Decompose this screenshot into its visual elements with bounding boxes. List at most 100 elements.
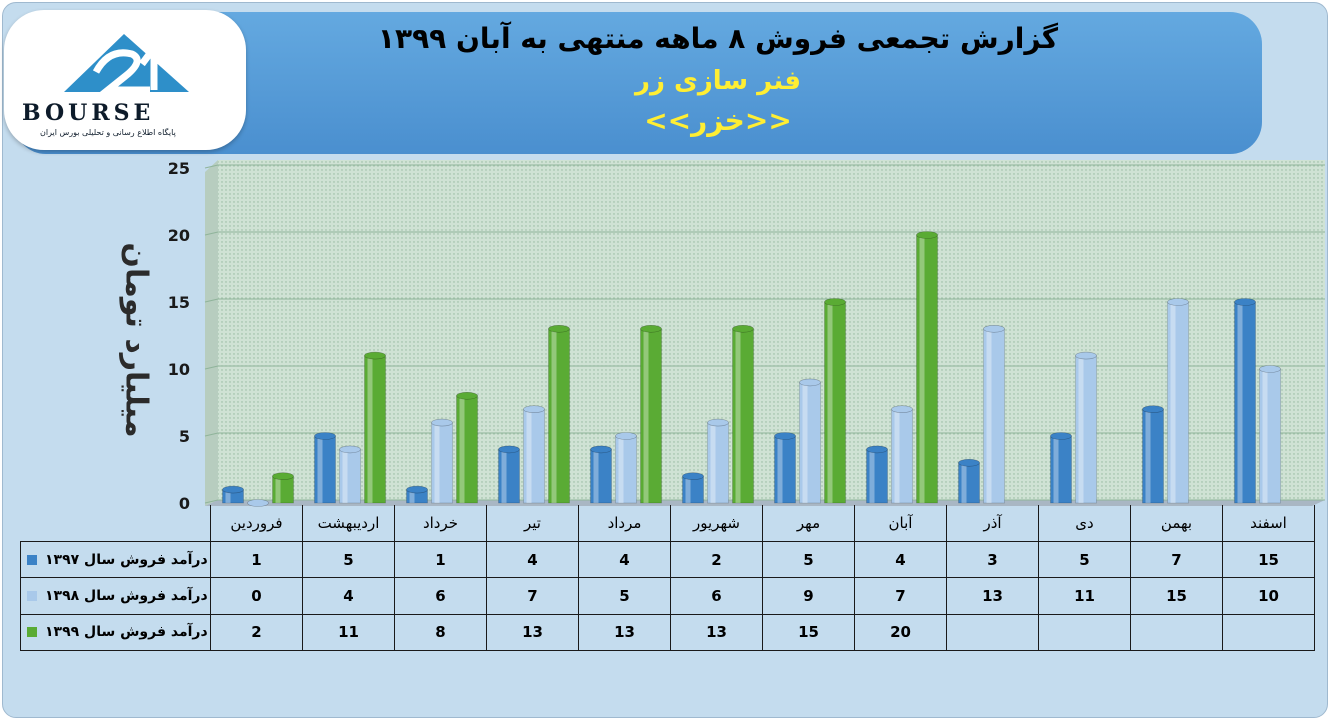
bar-highlight [1078,355,1084,503]
data-cell: 11 [1038,577,1131,615]
legend-key-icon [27,627,37,638]
grid-line-side [204,365,219,370]
bar-highlight [317,436,323,503]
legend-label: درآمد فروش سال ۱۳۹۸ [45,587,208,604]
bar-1-8 [866,445,888,504]
plot-back-wall [218,160,1325,500]
y-tick-label: 15 [168,293,190,312]
bar-1-4 [498,445,520,504]
bar-highlight [593,449,599,503]
data-cell: 4 [302,577,395,615]
data-cell: 10 [1222,577,1315,615]
bar-2-2 [339,445,361,504]
data-cell: 7 [486,577,579,615]
data-cell: 7 [1130,540,1223,579]
bar-cap [682,472,704,481]
data-cell: 11 [302,613,395,652]
month-label: بهمن [1130,505,1223,542]
bar-1-12 [1234,298,1256,504]
bar-cap [456,391,478,400]
bourse-logo: BOURSE پایگاه اطلاع رسانی و تحلیلی بورس … [4,10,246,150]
table-header-row: فروردین اردیبهشت خرداد تیر مرداد شهریور مهر آبا… [21,505,1315,542]
data-cell: 15 [762,613,855,652]
data-cell: 1 [394,540,487,579]
bar-cap [774,432,796,440]
y-tick-label: 25 [168,159,190,178]
bar-cap [891,405,913,414]
bar-highlight [225,489,231,503]
bar-highlight [409,489,415,503]
bar-3-1 [272,472,294,504]
logo-mark-icon [64,34,189,94]
bar-highlight [827,302,833,503]
bar-1-10 [1050,432,1072,504]
company-name: فنر سازی زر [635,66,801,96]
month-label: دی [1038,505,1131,542]
logo-wordmark: BOURSE [22,100,155,126]
bar-cap [824,298,846,306]
bar-1-1 [222,485,244,504]
bar-2-12 [1259,365,1281,504]
ticker-symbol: <<خزر>> [644,104,792,137]
bar-highlight [685,476,691,503]
data-cell [1038,613,1131,652]
data-cell: 4 [854,540,947,579]
bar-2-11 [1167,298,1189,504]
y-tick-label: 10 [168,360,190,379]
bar-cap [272,472,294,481]
bar-cap [866,445,888,454]
bar-cap [431,418,453,427]
month-label: خرداد [394,505,487,542]
bar-2-10 [1075,351,1097,504]
data-cell: 9 [762,577,855,615]
bar-highlight [919,235,925,503]
data-cell: 15 [1222,540,1315,579]
bar-cap [615,432,637,440]
bar-3-7 [824,298,846,504]
bar-highlight [342,449,348,503]
grid-line-side [204,164,219,169]
data-cell: 5 [302,540,395,579]
table-row: درآمد فروش سال ۱۳۹۸ 0 4 6 7 5 6 9 7 13 11 15 10 [20,577,1315,615]
bar-cap [406,485,428,494]
bar-cap [799,378,821,387]
bar-highlight [961,462,967,503]
bar-highlight [1262,369,1268,503]
grid-line-side [204,298,219,303]
bar-2-3 [431,418,453,504]
bar-1-7 [774,432,796,504]
report-title: گزارش تجمعی فروش ۸ ماهه منتهی به آبان ۱۳… [377,22,1059,55]
bar-cap [1075,351,1097,360]
grid-line-side [204,432,219,437]
bar-cap [1142,405,1164,414]
bar-cap [1259,365,1281,373]
data-cell [1130,613,1223,652]
bar-highlight [367,355,373,503]
bar-1-9 [958,458,980,504]
bar-2-5 [615,432,637,504]
data-cell: 13 [946,577,1039,615]
bar-highlight [777,436,783,503]
data-cell: 6 [670,577,763,615]
bar-3-5 [640,324,662,504]
data-cell: 2 [670,540,763,579]
bar-cap [222,485,244,494]
data-cell [1222,613,1315,652]
plot-floor [205,500,1325,506]
data-table: فروردین اردیبهشت خرداد تیر مرداد شهریور مهر آبا… [20,505,1315,652]
month-label: فروردین [210,505,303,542]
bar-cap [523,405,545,414]
data-cell: 3 [946,540,1039,579]
data-cell: 13 [578,613,671,652]
data-cell [946,613,1039,652]
y-tick-label: 20 [168,226,190,245]
legend-key-icon [27,590,37,601]
bar-cap [640,324,662,333]
bar-1-2 [314,432,336,504]
plot-side-wall [205,160,218,506]
legend-entry: درآمد فروش سال ۱۳۹۹ [20,613,211,652]
bar-cap [1050,432,1072,440]
bar-1-5 [590,445,612,504]
bar-highlight [1170,302,1176,503]
